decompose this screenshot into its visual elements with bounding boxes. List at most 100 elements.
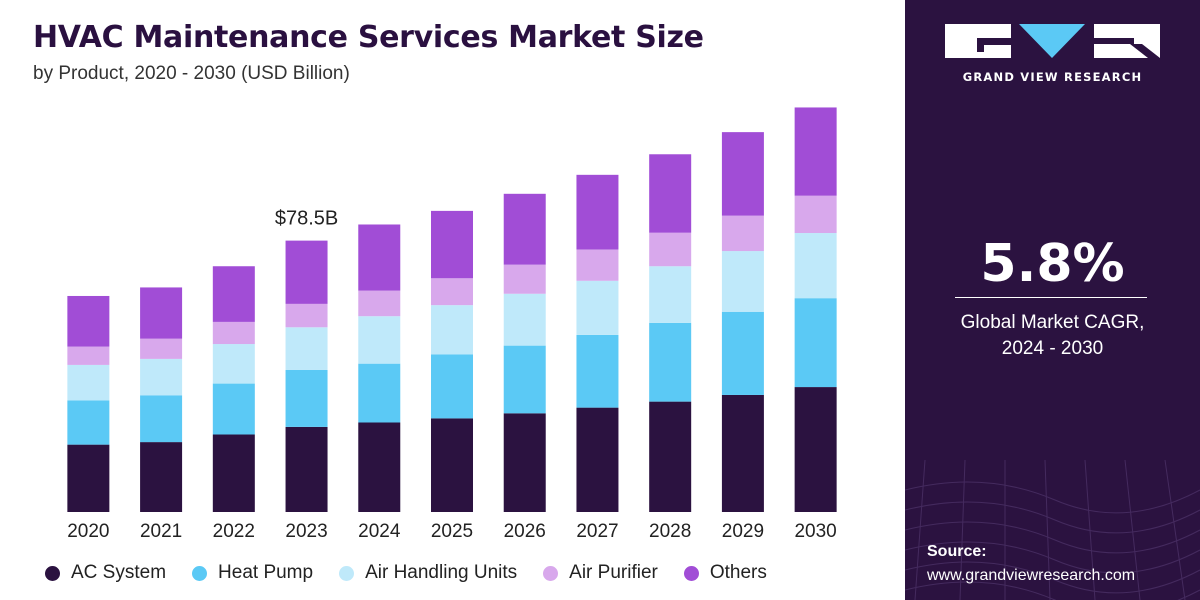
chart-panel: HVAC Maintenance Services Market Size by…: [33, 20, 837, 584]
cagr-divider: [955, 297, 1147, 298]
legend-item-ac-system: AC System: [45, 562, 166, 584]
legend-item-heat-pump: Heat Pump: [192, 562, 313, 584]
bar-segment-others-2029: [721, 132, 764, 216]
legend-item-air-purifier: Air Purifier: [543, 562, 658, 584]
bar-group: [67, 107, 837, 512]
chart-subtitle: by Product, 2020 - 2030 (USD Billion): [33, 63, 350, 84]
bar-segment-air-handling-units-2027: [576, 280, 619, 335]
x-tick-label-2028: 2028: [649, 521, 691, 542]
bar-segment-air-purifier-2029: [721, 215, 764, 252]
bar-segment-heat-pump-2025: [431, 354, 473, 419]
bar-segment-others-2020: [67, 295, 110, 347]
cagr-label: Global Market CAGR, 2024 - 2030: [905, 310, 1200, 362]
bar-segment-air-handling-units-2030: [794, 233, 837, 299]
cagr-label-line2: 2024 - 2030: [1001, 338, 1104, 359]
bar-segment-air-purifier-2022: [212, 321, 255, 345]
cagr-label-line1: Global Market CAGR,: [960, 312, 1145, 333]
bar-segment-air-handling-units-2023: [285, 327, 328, 370]
bar-segment-air-handling-units-2021: [140, 358, 183, 396]
bar-segment-air-handling-units-2024: [358, 316, 401, 364]
bar-segment-air-purifier-2030: [794, 195, 837, 234]
info-sidebar: GRAND VIEW RESEARCH 5.8% Global Market C…: [905, 0, 1200, 600]
legend-label-air-purifier: Air Purifier: [569, 562, 658, 583]
bar-segment-ac-system-2025: [431, 418, 473, 512]
legend-swatch-air-handling-units: [339, 565, 355, 581]
x-tick-label-2030: 2030: [794, 521, 836, 542]
bar-segment-heat-pump-2029: [721, 311, 764, 395]
bar-segment-heat-pump-2021: [140, 395, 183, 443]
bar-segment-others-2023: [285, 240, 328, 304]
bar-segment-ac-system-2029: [721, 394, 764, 512]
x-axis-ticks: 2020 2021 2022 2023 2024 2025 2026 2027 2028 2029…: [67, 521, 837, 542]
bar-segment-others-2022: [212, 266, 255, 322]
bar-segment-air-purifier-2020: [67, 346, 110, 365]
legend-label-others: Others: [709, 562, 767, 583]
bar-segment-ac-system-2026: [503, 413, 546, 512]
x-tick-label-2025: 2025: [431, 521, 473, 542]
bar-segment-ac-system-2024: [358, 422, 401, 512]
legend-label-ac-system: AC System: [71, 562, 167, 583]
bar-segment-heat-pump-2024: [358, 363, 401, 423]
bar-segment-air-handling-units-2028: [649, 266, 692, 323]
legend-label-air-handling-units: Air Handling Units: [365, 562, 518, 583]
legend-swatch-ac-system: [45, 565, 60, 581]
bar-segment-ac-system-2030: [794, 387, 837, 512]
bar-segment-heat-pump-2023: [285, 369, 328, 427]
bar-segment-ac-system-2027: [576, 407, 619, 512]
bar-segment-air-handling-units-2029: [721, 251, 764, 312]
x-tick-label-2029: 2029: [722, 521, 764, 542]
bar-segment-heat-pump-2030: [794, 298, 837, 388]
bar-segment-air-handling-units-2022: [212, 344, 255, 384]
bar-segment-heat-pump-2020: [67, 400, 110, 445]
bar-segment-ac-system-2023: [285, 426, 328, 512]
x-tick-label-2023: 2023: [285, 521, 327, 542]
bar-segment-air-purifier-2026: [503, 264, 546, 294]
gvr-logo-mark-icon: [945, 24, 1160, 58]
bar-segment-others-2024: [358, 224, 401, 291]
x-tick-label-2024: 2024: [358, 521, 401, 542]
bar-segment-others-2026: [503, 193, 546, 265]
bar-segment-others-2030: [794, 107, 837, 196]
annotation-group: $78.5B: [275, 208, 338, 230]
x-tick-label-2021: 2021: [140, 521, 182, 542]
bar-segment-ac-system-2020: [67, 444, 110, 512]
bar-segment-heat-pump-2027: [576, 334, 619, 408]
bar-segment-ac-system-2028: [649, 401, 692, 512]
bar-segment-air-purifier-2025: [431, 278, 473, 306]
bar-segment-air-handling-units-2026: [503, 293, 546, 346]
legend-swatch-air-purifier: [543, 565, 559, 581]
bar-segment-heat-pump-2022: [212, 383, 255, 435]
legend-item-air-handling-units: Air Handling Units: [339, 562, 517, 584]
bar-segment-air-handling-units-2025: [431, 305, 473, 355]
logo-text: GRAND VIEW RESEARCH: [962, 70, 1143, 84]
x-tick-label-2027: 2027: [576, 521, 618, 542]
bar-segment-heat-pump-2026: [503, 345, 546, 414]
bar-segment-air-purifier-2028: [649, 232, 692, 267]
data-label-2023: $78.5B: [275, 208, 338, 230]
bar-segment-others-2027: [576, 174, 619, 250]
x-tick-label-2020: 2020: [67, 521, 109, 542]
chart-legend: AC System Heat Pump Air Handling Units A…: [45, 562, 767, 584]
bar-segment-ac-system-2021: [140, 442, 183, 512]
legend-item-others: Others: [683, 562, 767, 584]
grand-view-research-logo: GRAND VIEW RESEARCH: [945, 24, 1160, 84]
bar-segment-others-2028: [649, 154, 692, 233]
legend-swatch-heat-pump: [192, 565, 208, 581]
source-url: www.grandviewresearch.com: [927, 567, 1136, 584]
legend-label-heat-pump: Heat Pump: [218, 562, 314, 583]
bar-segment-ac-system-2022: [212, 434, 255, 512]
mesh-background-graphic: [905, 460, 1200, 600]
x-tick-label-2026: 2026: [504, 521, 546, 542]
chart-title: HVAC Maintenance Services Market Size: [33, 20, 704, 55]
source-title: Source:: [927, 543, 987, 560]
bar-segment-heat-pump-2028: [649, 322, 692, 402]
bar-segment-air-purifier-2021: [140, 338, 183, 359]
bar-segment-others-2025: [431, 210, 473, 279]
legend-swatch-others: [683, 565, 699, 581]
cagr-value: 5.8%: [980, 234, 1125, 294]
stacked-bar-chart: 2020 2021 2022 2023 2024 2025 2026 2027 2028 2029…: [67, 107, 837, 542]
bar-segment-others-2021: [140, 287, 183, 339]
bar-segment-air-handling-units-2020: [67, 364, 110, 401]
x-tick-label-2022: 2022: [213, 521, 255, 542]
bar-segment-air-purifier-2024: [358, 290, 401, 317]
